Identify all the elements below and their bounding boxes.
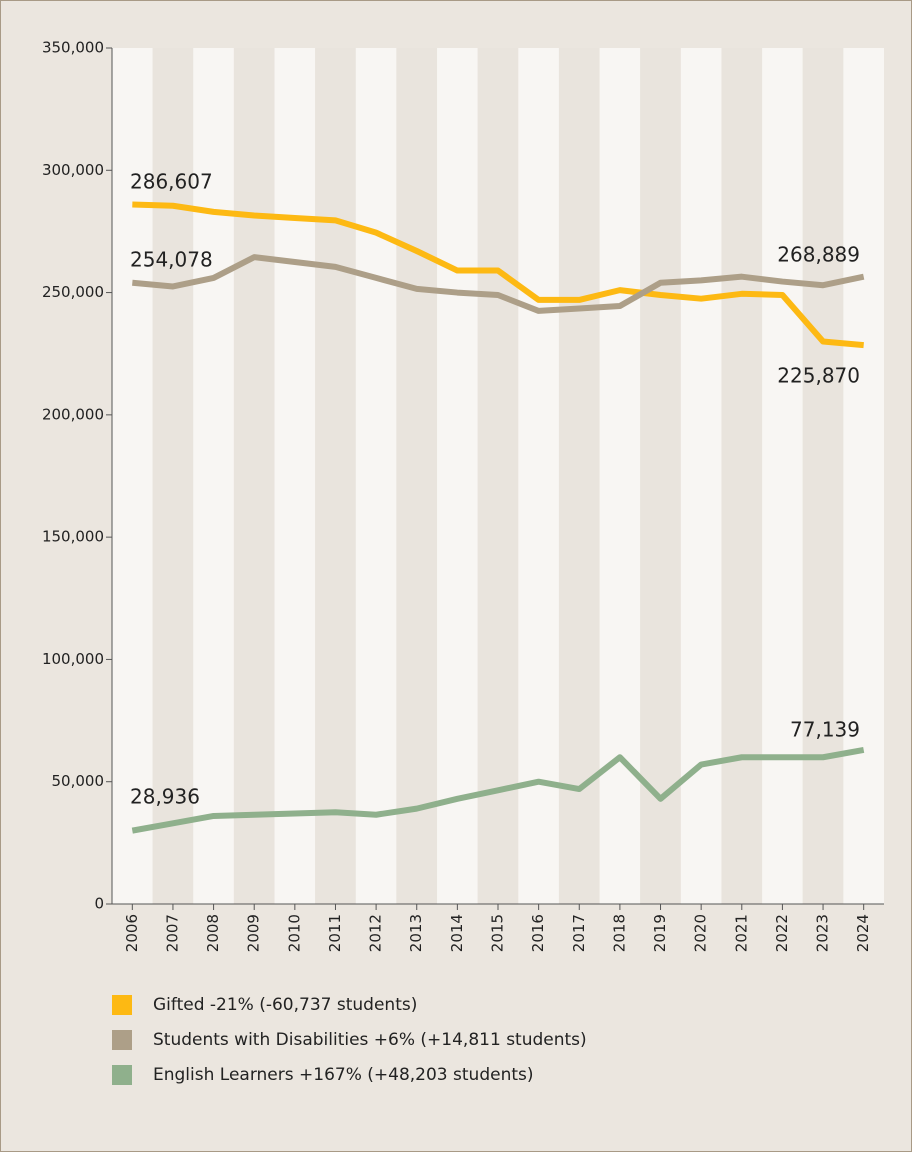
band: [640, 48, 681, 904]
line: [132, 201, 864, 349]
x-tick-label: 2015: [489, 914, 507, 952]
x-tick-label: 2016: [529, 914, 547, 952]
legend-swatch: [112, 995, 132, 1015]
y-tick-label: 250,000: [42, 283, 104, 301]
y-tick-label: 150,000: [42, 528, 104, 546]
annotation: 286,607: [130, 170, 213, 194]
annotation: 225,870: [777, 364, 860, 388]
band: [152, 48, 194, 904]
annotation: 77,139: [790, 718, 860, 742]
legend-label: English Learners +167% (+48,203 students…: [153, 1065, 534, 1085]
y-tick-label: 350,000: [42, 39, 104, 57]
x-tick-label: 2010: [285, 914, 303, 952]
legend-swatch: [112, 1030, 132, 1050]
y-tick-label: 300,000: [42, 161, 104, 179]
band: [518, 48, 559, 904]
band: [315, 48, 356, 904]
x-tick-label: 2024: [854, 914, 872, 952]
x-tick-label: 2009: [245, 914, 263, 952]
line: [132, 254, 865, 314]
x-tick-label: 2014: [448, 914, 466, 952]
band: [477, 48, 519, 904]
x-tick-label: 2006: [123, 914, 141, 952]
x-tick-label: 2019: [651, 914, 669, 952]
x-tick-label: 2023: [814, 914, 832, 952]
y-tick-label: 100,000: [42, 650, 104, 668]
x-tick-label: 2008: [204, 914, 222, 952]
x-tick-label: 2018: [610, 914, 628, 952]
band: [112, 48, 153, 904]
y-tick-label: 50,000: [52, 772, 105, 790]
x-tick-label: 2007: [163, 914, 181, 952]
band: [233, 48, 275, 904]
x-tick-label: 2021: [732, 914, 750, 952]
band: [396, 48, 438, 904]
band: [355, 48, 397, 904]
annotation: 28,936: [130, 785, 200, 809]
band: [437, 48, 478, 904]
line: [131, 746, 865, 834]
band: [802, 48, 844, 904]
y-tick-label: 200,000: [42, 405, 104, 423]
band: [762, 48, 803, 904]
x-tick-label: 2012: [367, 914, 385, 952]
legend-label: Gifted -21% (-60,737 students): [153, 995, 417, 1015]
annotation: 254,078: [130, 248, 213, 272]
annotation: 268,889: [777, 243, 860, 267]
band: [274, 48, 316, 904]
band: [843, 48, 884, 904]
band: [193, 48, 234, 904]
x-tick-label: 2020: [692, 914, 710, 952]
x-tick-label: 2011: [326, 914, 344, 952]
x-tick-label: 2022: [773, 914, 791, 952]
y-tick-label: 0: [94, 895, 104, 913]
band: [558, 48, 600, 904]
legend-swatch: [112, 1065, 132, 1085]
x-tick-label: 2017: [570, 914, 588, 952]
band: [721, 48, 763, 904]
legend-label: Students with Disabilities +6% (+14,811 …: [153, 1030, 587, 1050]
x-tick-label: 2013: [407, 914, 425, 952]
